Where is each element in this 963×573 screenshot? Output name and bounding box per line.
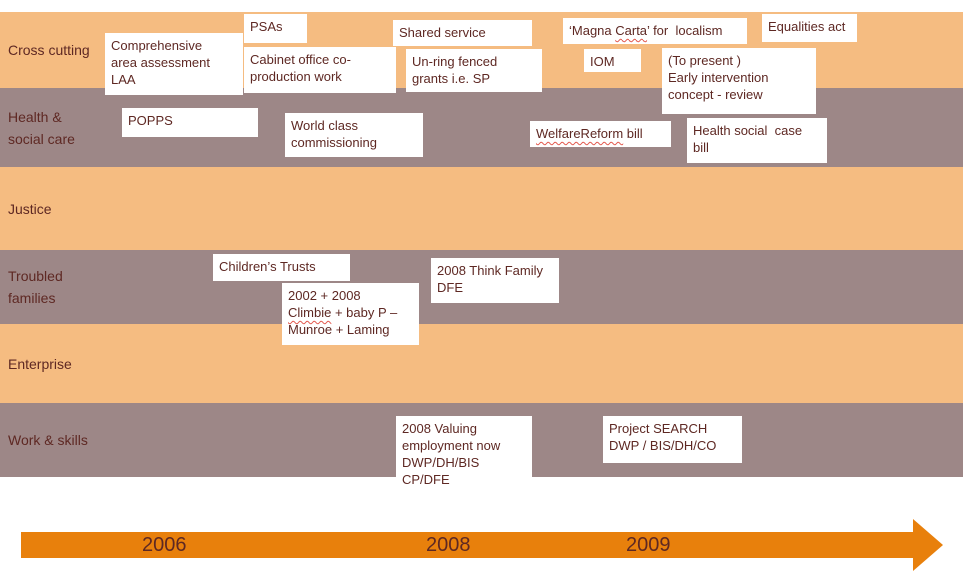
event-box-equalities-act: Equalities act bbox=[762, 14, 857, 42]
band-label-enterprise: Enterprise bbox=[8, 355, 72, 372]
year-label-2006: 2006 bbox=[142, 534, 187, 556]
event-box-magna-carta: ‘Magna Carta’ for localism bbox=[563, 18, 747, 44]
band-enterprise: Enterprise bbox=[0, 324, 963, 403]
event-box-unring-fenced-grants: Un-ring fenced grants i.e. SP bbox=[406, 49, 542, 92]
event-box-valuing-employment: 2008 Valuing employment now DWP/DH/BIS C… bbox=[396, 416, 532, 497]
event-box-early-intervention: (To present ) Early intervention concept… bbox=[662, 48, 816, 114]
event-box-welfare-reform-bill: WelfareReform bill bbox=[530, 121, 671, 147]
timeline-arrow-head-icon bbox=[913, 519, 943, 571]
event-box-iom: IOM bbox=[584, 49, 641, 72]
year-label-2009: 2009 bbox=[626, 534, 671, 556]
event-box-cabinet-office: Cabinet office co- production work bbox=[244, 47, 396, 93]
band-label-cross-cutting: Cross cutting bbox=[8, 42, 90, 58]
year-label-2008: 2008 bbox=[426, 534, 471, 556]
event-box-comprehensive-area-assessment: Comprehensive area assessment LAA bbox=[105, 33, 243, 95]
event-box-popps: POPPS bbox=[122, 108, 258, 137]
event-box-shared-service: Shared service bbox=[393, 20, 532, 46]
band-label-troubled-families: Troubled families bbox=[8, 268, 63, 306]
event-box-psas: PSAs bbox=[244, 14, 307, 43]
event-box-climbie-baby-p: 2002 + 2008 Climbie + baby P – Munroe + … bbox=[282, 283, 419, 345]
event-box-project-search: Project SEARCH DWP / BIS/DH/CO bbox=[603, 416, 742, 463]
band-justice: Justice bbox=[0, 167, 963, 250]
event-box-health-social-case-bill: Health social case bill bbox=[687, 118, 827, 163]
timeline-arrow bbox=[21, 532, 913, 558]
event-box-world-class-commissioning: World class commissioning bbox=[285, 113, 423, 157]
band-label-work-skills: Work & skills bbox=[8, 432, 88, 448]
event-box-childrens-trusts: Children’s Trusts bbox=[213, 254, 350, 281]
band-label-justice: Justice bbox=[8, 200, 52, 217]
band-label-health-social-care: Health & social care bbox=[8, 108, 75, 147]
event-box-think-family: 2008 Think Family DFE bbox=[431, 258, 559, 303]
